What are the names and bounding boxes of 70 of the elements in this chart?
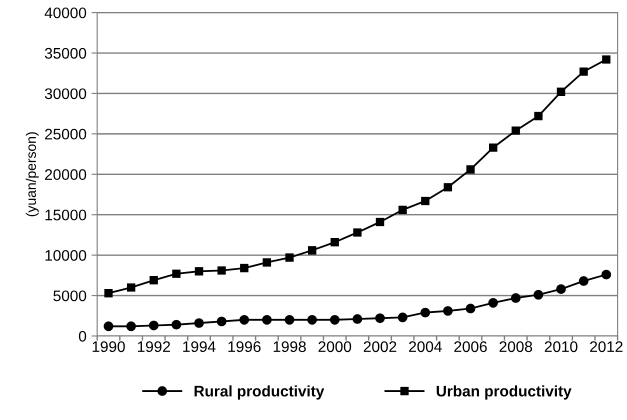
- y-tick-label: 5000: [53, 290, 86, 302]
- point: [217, 266, 226, 275]
- point: [556, 284, 566, 294]
- point: [398, 312, 408, 322]
- point: [104, 288, 113, 298]
- point: [578, 276, 589, 286]
- y-tick-label: 35000: [44, 48, 86, 59]
- point: [444, 183, 452, 192]
- point: [602, 55, 610, 64]
- x-tick-label: 1990: [92, 341, 125, 352]
- x-tick-label: 2002: [364, 341, 396, 352]
- point: [398, 206, 407, 214]
- point: [172, 270, 181, 278]
- point: [443, 306, 453, 316]
- legend-label: Rural productivity: [194, 385, 324, 400]
- x-tick-label: 2010: [544, 341, 578, 352]
- point: [466, 165, 475, 174]
- y-tick-label: 15000: [45, 210, 86, 220]
- point: [556, 88, 566, 96]
- x-tick-label: 1994: [183, 341, 216, 352]
- point: [150, 276, 158, 284]
- point: [262, 314, 272, 325]
- point: [126, 283, 136, 292]
- point: [375, 313, 385, 324]
- x-tick-label: 1996: [228, 341, 261, 352]
- point: [308, 246, 316, 254]
- point: [330, 314, 340, 325]
- point: [262, 258, 272, 267]
- x-tick-label: 2012: [590, 341, 623, 352]
- x-tick-label: 2008: [500, 341, 532, 352]
- point: [330, 238, 339, 246]
- point: [239, 314, 250, 325]
- point: [534, 290, 544, 300]
- point: [285, 253, 294, 262]
- y-tick-label: 25000: [45, 128, 86, 140]
- point: [466, 304, 476, 314]
- point: [240, 264, 248, 272]
- legend-label: Urban productivity: [436, 385, 572, 400]
- x-tick-label: 1998: [274, 341, 306, 352]
- point: [534, 112, 543, 120]
- point: [512, 126, 520, 135]
- x-tick-label: 2006: [454, 341, 487, 352]
- point: [194, 318, 204, 328]
- x-tick-label: 2004: [409, 341, 442, 352]
- x-tick-label: 2000: [318, 341, 352, 352]
- y-axis-title: (yuan/person): [26, 132, 39, 216]
- point: [104, 321, 114, 332]
- point: [579, 67, 588, 76]
- point: [376, 218, 384, 226]
- point: [284, 314, 294, 325]
- point: [601, 270, 612, 280]
- point: [126, 321, 136, 332]
- point: [488, 143, 498, 152]
- point: [352, 314, 362, 324]
- point: [194, 267, 204, 276]
- y-tick-label: 40000: [44, 7, 86, 18]
- y-tick-label: 30000: [44, 88, 86, 100]
- y-tick-label: 10000: [45, 250, 86, 261]
- point: [421, 196, 430, 206]
- y-tick-label: 20000: [45, 169, 86, 180]
- point: [307, 314, 317, 325]
- point: [216, 316, 226, 326]
- point: [488, 298, 498, 308]
- point: [353, 228, 362, 237]
- y-tick-label: 0: [78, 330, 86, 342]
- point: [172, 320, 182, 330]
- x-tick-label: 1992: [138, 341, 170, 352]
- point: [510, 293, 521, 303]
- point: [420, 308, 430, 318]
- point: [148, 320, 159, 330]
